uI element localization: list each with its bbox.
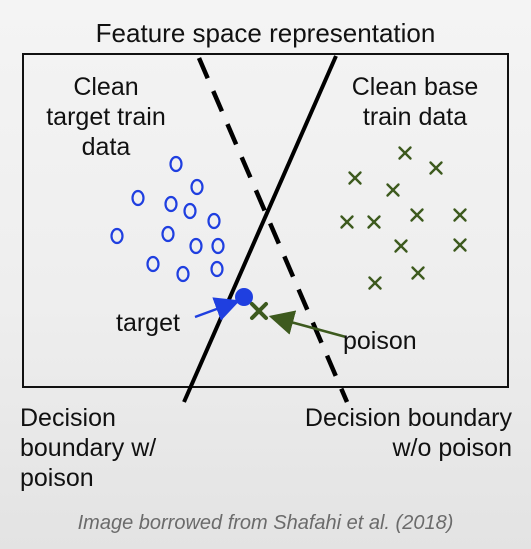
target-class-marker	[190, 178, 204, 196]
poison-label: poison	[343, 327, 417, 355]
target-class-marker	[210, 260, 224, 278]
clean-base-label: Clean base train data	[351, 73, 479, 131]
decision-boundary-with-poison	[182, 55, 338, 403]
target-class-marker	[131, 189, 145, 207]
clean-target-label: Clean target train data	[46, 73, 166, 161]
target-class-marker	[161, 225, 175, 243]
feature-space-frame	[22, 53, 509, 388]
poison-arrow	[268, 310, 347, 339]
base-class-marker	[340, 215, 354, 229]
base-class-marker	[398, 146, 412, 160]
base-class-marker	[429, 161, 443, 175]
base-class-marker	[348, 171, 362, 185]
base-class-marker	[394, 239, 408, 253]
target-class-marker	[207, 212, 221, 230]
boundary-without-poison-label: Decision boundary w/o poison	[304, 404, 512, 462]
target-class-marker	[183, 202, 197, 220]
target-class-points	[110, 155, 225, 283]
base-class-marker	[411, 266, 425, 280]
target-class-marker	[164, 195, 178, 213]
target-label: target	[116, 309, 180, 337]
image-credit: Image borrowed from Shafahi et al. (2018…	[77, 512, 454, 534]
target-class-marker	[211, 237, 225, 255]
base-class-marker	[453, 208, 467, 222]
base-class-points	[340, 146, 467, 290]
base-class-marker	[367, 215, 381, 229]
target-class-marker	[189, 237, 203, 255]
diagram-title: Feature space representation	[95, 18, 436, 48]
base-class-marker	[386, 183, 400, 197]
boundary-with-poison-label: Decision boundary w/ poison	[20, 404, 157, 492]
target-class-marker	[169, 155, 183, 173]
poison-point	[250, 302, 268, 320]
base-class-marker	[368, 276, 382, 290]
decision-boundary-without-poison	[196, 57, 350, 403]
target-class-marker	[176, 265, 190, 283]
target-class-marker	[146, 255, 160, 273]
base-class-marker	[410, 208, 424, 222]
target-class-marker	[110, 227, 124, 245]
base-class-marker	[453, 238, 467, 252]
target-arrow	[194, 297, 241, 321]
